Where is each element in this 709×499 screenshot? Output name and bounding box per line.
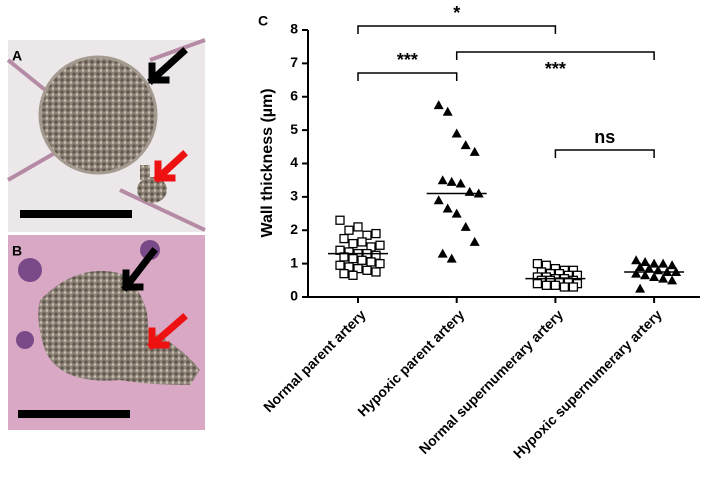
data-point (442, 203, 453, 213)
data-point (357, 255, 367, 265)
micrograph-b (8, 235, 205, 430)
data-point (640, 256, 651, 266)
significance-bracket (455, 51, 655, 60)
data-point (375, 240, 385, 250)
data-point (446, 176, 457, 186)
data-point (550, 280, 561, 290)
data-point (437, 248, 448, 258)
y-tick-label: 0 (290, 288, 298, 304)
data-point (433, 195, 444, 205)
data-point (640, 270, 651, 280)
significance-bracket (554, 149, 655, 158)
data-point (635, 261, 646, 271)
data-point (451, 128, 462, 138)
data-point (339, 233, 349, 244)
significance-label: *** (545, 59, 566, 79)
data-point (667, 260, 678, 270)
data-point (469, 146, 480, 156)
y-axis-label: Wall thickness (µm) (259, 88, 276, 237)
data-point (469, 236, 480, 246)
significance-label: *** (397, 50, 418, 70)
data-point (442, 106, 453, 116)
data-point (371, 267, 381, 277)
panel-label: B (12, 243, 22, 259)
data-point (339, 268, 349, 279)
data-point (446, 253, 457, 263)
data-point (348, 270, 358, 280)
data-point (433, 100, 444, 110)
data-point (532, 278, 543, 289)
data-point (335, 260, 345, 270)
data-point (559, 282, 570, 292)
data-point (335, 215, 345, 225)
data-point (366, 257, 376, 267)
data-point (353, 222, 363, 232)
data-point (667, 275, 678, 285)
data-point (357, 237, 367, 247)
significance-bracket (357, 25, 557, 34)
y-tick-label: 3 (290, 188, 298, 204)
data-point (631, 268, 642, 278)
data-point (631, 255, 642, 265)
data-point (437, 175, 448, 185)
y-tick-label: 1 (290, 254, 298, 270)
panel-label: C (258, 13, 268, 29)
data-point (568, 282, 579, 292)
significance-label: ns (594, 127, 615, 147)
data-point (460, 140, 471, 150)
panel-label: A (12, 48, 22, 64)
y-tick-label: 4 (290, 154, 298, 170)
data-point (658, 258, 669, 268)
y-tick-label: 6 (290, 87, 298, 103)
y-tick-label: 8 (290, 21, 298, 37)
data-point (455, 178, 466, 188)
data-point (353, 263, 363, 274)
data-point (644, 263, 655, 273)
significance-bracket (357, 72, 458, 81)
data-point (344, 225, 354, 235)
data-point (658, 273, 669, 283)
x-tick-label: Hypoxic parent artery (354, 306, 467, 419)
significance-label: * (453, 3, 460, 23)
x-tick-label: Normal parent artery (260, 306, 369, 415)
data-point (451, 208, 462, 218)
data-point (635, 283, 646, 293)
data-point (541, 280, 552, 290)
data-point (464, 186, 475, 196)
micrograph-a (6, 38, 206, 232)
y-tick-label: 2 (290, 221, 298, 237)
y-tick-label: 7 (290, 54, 298, 70)
data-point (375, 258, 385, 269)
data-point (348, 238, 358, 249)
data-point (362, 265, 372, 275)
data-point (362, 230, 372, 240)
data-point (649, 258, 660, 268)
y-tick-label: 5 (290, 121, 298, 137)
data-point (460, 221, 471, 231)
data-point (532, 258, 543, 269)
data-point (371, 228, 381, 239)
data-point (649, 271, 660, 281)
data-point (348, 253, 358, 264)
